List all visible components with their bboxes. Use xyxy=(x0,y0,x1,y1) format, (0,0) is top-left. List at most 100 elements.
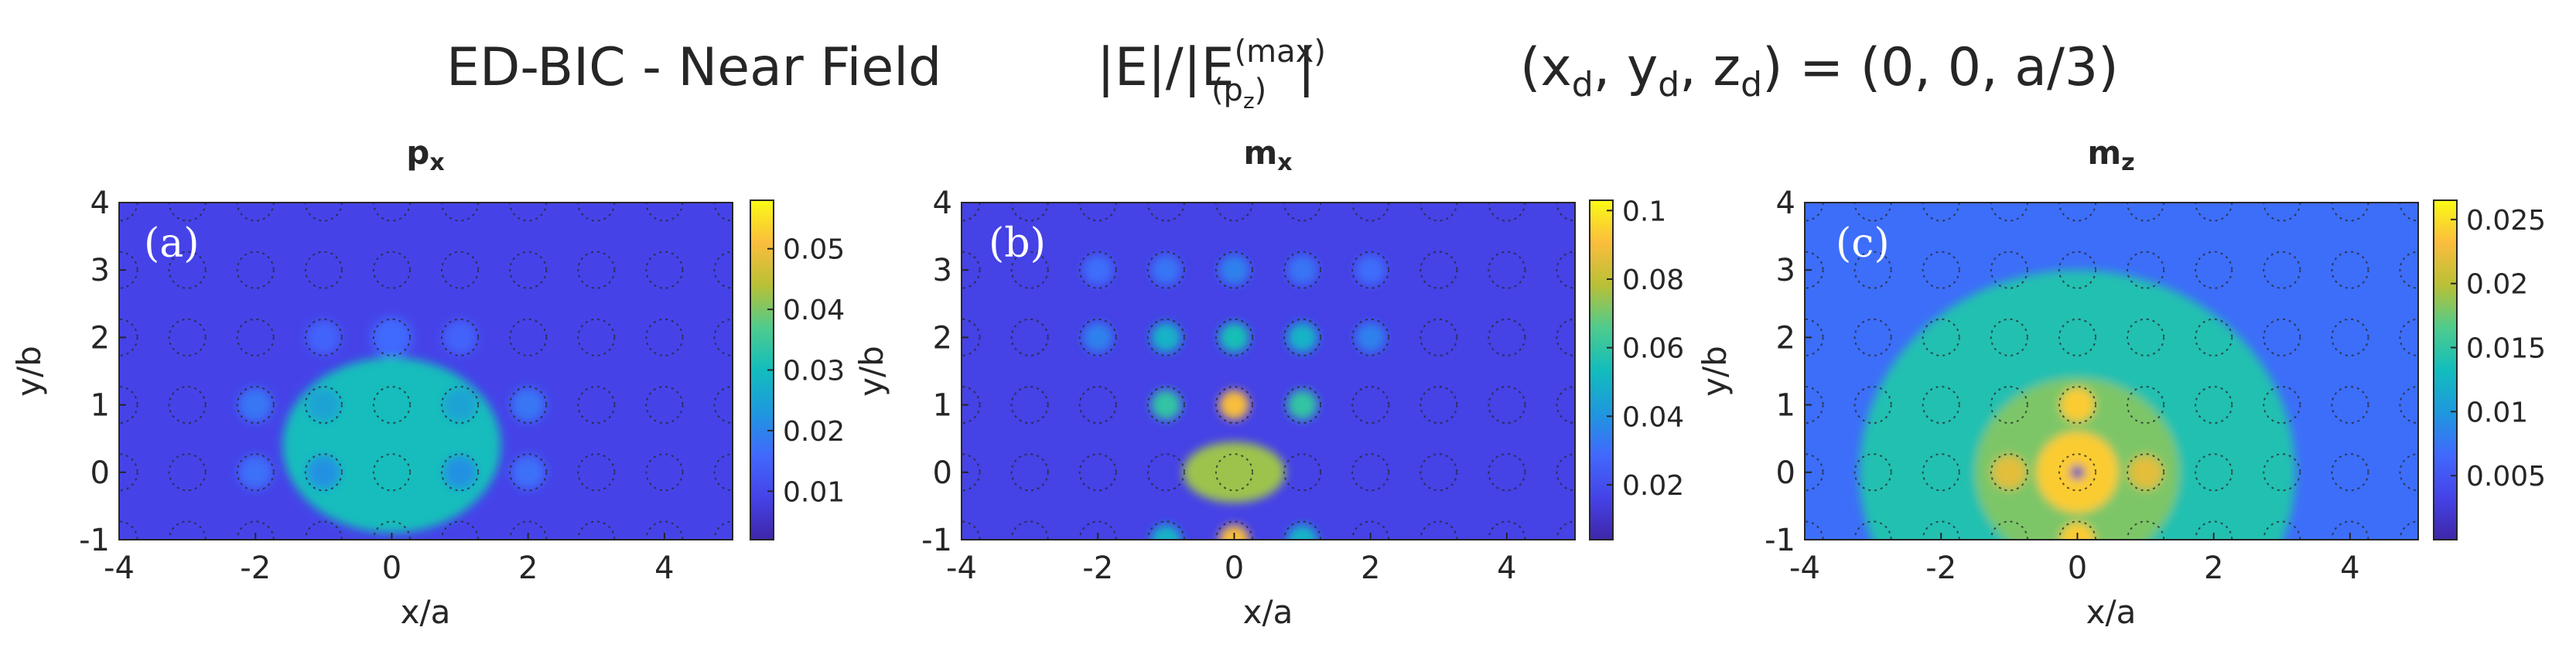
panel-c-cylinder-outline xyxy=(1990,386,2028,424)
panel-c-hotspot xyxy=(2060,387,2095,422)
panel-c-cylinder-outline xyxy=(1853,251,1892,289)
panel-c-cylinder-outline xyxy=(2263,318,2301,356)
panel-c-cylinder-outline xyxy=(2195,251,2233,289)
panel-c-cylinder-outline xyxy=(2399,386,2418,424)
panel-b-hotspot xyxy=(1219,524,1249,540)
panel-b-cylinder-outline xyxy=(1420,453,1458,492)
panel-a-colorbar-ticks: 0.01 0.02 0.03 0.04 0.05 xyxy=(767,234,845,508)
panel-a-cylinder-outline xyxy=(645,251,684,289)
panel-b-cylinder-outline xyxy=(1488,453,1526,492)
panel-c-cylinder-outline xyxy=(2331,386,2369,424)
figure-title-quantity: |E|/|E(max) (pz) | xyxy=(1097,34,1326,114)
panel-a-yticks: -1 0 1 2 3 4 xyxy=(79,186,126,558)
panel-b-hotspot xyxy=(1287,322,1317,353)
panel-a-hotspot xyxy=(442,387,477,422)
panel-a-cylinder-outline xyxy=(304,251,343,289)
panel-a-ytick-label: 2 xyxy=(91,320,110,356)
panel-a-xtick-label: 0 xyxy=(382,551,401,586)
panel-a-cylinder-outline xyxy=(577,318,616,356)
panel-a-ytick-label: 3 xyxy=(91,253,110,288)
panel-a-hotspot xyxy=(282,357,501,534)
panel-c-colorbar-tick-label: 0.025 xyxy=(2466,205,2546,237)
panel-b-hotspot xyxy=(1082,255,1113,285)
panel-a-cylinder-outline xyxy=(713,386,733,424)
panel-a-colorbar-tick-label: 0.03 xyxy=(783,356,845,387)
panel-b-colorbar-tick-label: 0.06 xyxy=(1622,333,1684,365)
panel-c-cylinder-outline xyxy=(2263,453,2301,492)
panel-a-cylinder-outline xyxy=(645,386,684,424)
panel-c-cylinder-outline xyxy=(2127,386,2165,424)
panel-b-hotspot xyxy=(1150,524,1181,540)
panel-c-cylinder-outline xyxy=(2263,251,2301,289)
panel-c-xticks: -4 -2 0 2 4 xyxy=(1789,533,2360,586)
panel-b-hotspot xyxy=(1150,255,1181,285)
panel-c-xtick-label: 0 xyxy=(2068,551,2087,586)
panel-a-cylinder-outline xyxy=(372,453,411,492)
panel-b-cylinder-outline xyxy=(1215,251,1253,289)
panel-a-ytick-label: 0 xyxy=(91,455,110,491)
panel-c-cylinder-outline xyxy=(1805,453,1824,492)
panel-c-ytick-label: 1 xyxy=(1776,388,1795,424)
panel-c-cylinder-outline xyxy=(2127,453,2165,492)
panel-a-colorbar-tick-label: 0.04 xyxy=(783,295,845,326)
panel-a-heatmap xyxy=(238,317,545,534)
panel-c-cylinder-outline xyxy=(2399,453,2418,492)
panel-b-cylinder-outline xyxy=(1283,386,1322,424)
panel-b-hotspot xyxy=(1219,390,1249,420)
panel-a-hotspot xyxy=(306,320,341,355)
panel-b-cylinder-outline xyxy=(962,386,981,424)
panel-b-xtick-label: -2 xyxy=(1082,551,1113,586)
panel-a-cylinder-outline xyxy=(645,453,684,492)
panel-b-cylinder-outline xyxy=(1556,318,1575,356)
panel-b-cylinder-outline xyxy=(1420,251,1458,289)
panel-b-ylabel: y/b xyxy=(852,346,890,397)
panel-a-hotspot xyxy=(511,455,545,489)
panel-b-xtick-label: 0 xyxy=(1225,551,1244,586)
panel-b-cylinder-outline xyxy=(1215,386,1253,424)
panel-c-hotspot xyxy=(2128,455,2163,489)
panel-a-cylinder-outline xyxy=(577,453,616,492)
panel-b-cylinder-outline xyxy=(1488,318,1526,356)
panel-a-cylinder-outline xyxy=(441,318,480,356)
panel-a-cylinder-outline xyxy=(304,453,343,492)
panel-b-ytick-label: -1 xyxy=(921,523,952,558)
panel-b-hotspot xyxy=(1219,255,1249,285)
panel-b-colorbar-tick-label: 0.04 xyxy=(1622,401,1684,433)
panel-b-cylinder-outline xyxy=(1010,453,1049,492)
panel-c-cylinder-outline xyxy=(1990,251,2028,289)
panel-a-cylinder-outline xyxy=(372,386,411,424)
panel-a-cylinder-outline xyxy=(304,386,343,424)
panel-a-cylinder-outline xyxy=(119,251,138,289)
panel-a-cylinder-outline xyxy=(713,251,733,289)
panel-a-hotspot xyxy=(511,387,545,422)
panel-c-cylinder-outline xyxy=(1853,386,1892,424)
panel-b-hotspot xyxy=(1355,322,1386,353)
panel-b-cylinder-outline xyxy=(1215,453,1253,492)
panel-b-cylinder-outline xyxy=(1010,251,1049,289)
panel-c-cylinder-outline xyxy=(2058,251,2096,289)
panel-c-xlabel: x/a xyxy=(2086,593,2137,631)
panel-c-cylinder-outline xyxy=(2399,318,2418,356)
panel-a-colorbar-tick-label: 0.02 xyxy=(783,416,845,448)
panel-a-cylinder-outline xyxy=(441,251,480,289)
panel-a-cylinder-outline xyxy=(236,386,275,424)
panel-c-cylinder-outline xyxy=(2058,386,2096,424)
panel-b-cylinder-outline xyxy=(1146,318,1185,356)
panel-c-ytick-label: 4 xyxy=(1776,186,1795,221)
panel-b-cylinder-outline xyxy=(1283,251,1322,289)
panel-c-axes-box xyxy=(1804,202,2419,540)
panel-b-ytick-label: 0 xyxy=(933,455,952,491)
panel-c-cylinder-outline xyxy=(1922,318,1960,356)
figure-title-name: ED-BIC - Near Field xyxy=(446,37,941,98)
panel-b-cylinder-outline xyxy=(1146,386,1185,424)
panel-c-cylinder-outline xyxy=(1922,386,1960,424)
panel-a-xtick-label: -4 xyxy=(104,551,135,586)
panel-b-title: mx xyxy=(1243,134,1292,176)
panel-c-heatmap xyxy=(1859,270,2296,540)
panel-b-cylinder-outline xyxy=(1010,386,1049,424)
panel-a-xticks: -4 -2 0 2 4 xyxy=(104,533,675,586)
panel-a-label: (a) xyxy=(144,220,200,267)
panel-a-cylinder-outline xyxy=(168,251,207,289)
panel-c-cylinder-outline xyxy=(1805,251,1824,289)
panel-a-cylinder-outline xyxy=(713,318,733,356)
